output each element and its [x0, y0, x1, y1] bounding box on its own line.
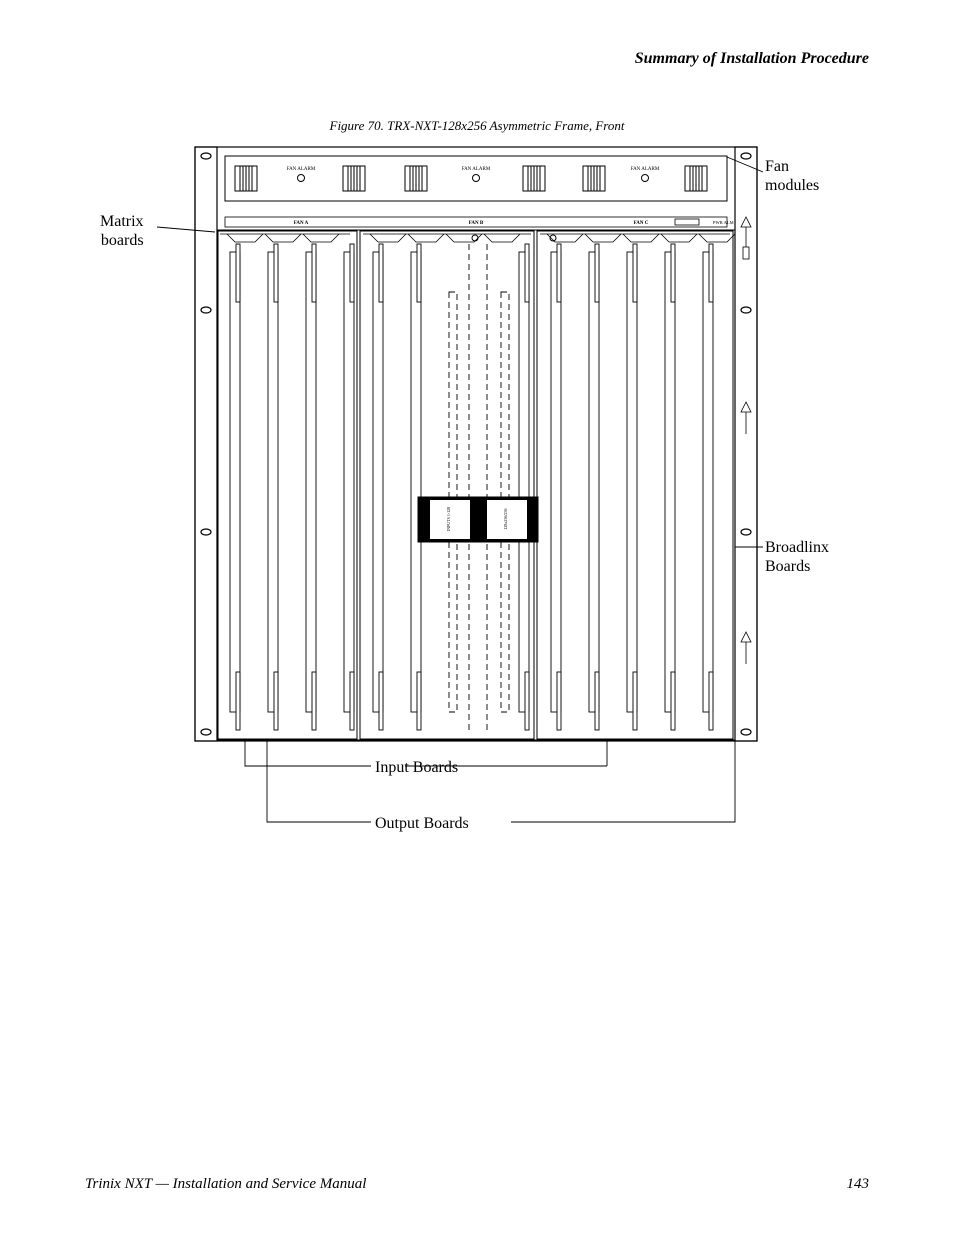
label-fan: Fan modules [765, 157, 819, 195]
footer-page-number: 143 [847, 1176, 870, 1193]
frame-diagram: FAN ALARM FAN ALARM FAN ALARM [85, 142, 869, 862]
svg-text:FAN ALARM: FAN ALARM [631, 167, 660, 172]
footer-left: Trinix NXT — Installation and Service Ma… [85, 1176, 366, 1193]
page-footer: Trinix NXT — Installation and Service Ma… [85, 1176, 869, 1193]
figure-caption: Figure 70. TRX-NXT-128x256 Asymmetric Fr… [85, 118, 869, 134]
label-matrix: Matrix boards [100, 212, 144, 250]
label-input: Input Boards [375, 758, 458, 777]
svg-text:128x256/256: 128x256/256 [503, 508, 508, 529]
label-broadlinx: Broadlinx Boards [765, 538, 829, 576]
label-output: Output Boards [375, 814, 469, 833]
svg-text:FAN ALARM: FAN ALARM [462, 167, 491, 172]
svg-text:FAN A: FAN A [294, 221, 309, 226]
svg-text:PWR ALM: PWR ALM [713, 220, 734, 225]
svg-text:FAN ALARM: FAN ALARM [287, 167, 316, 172]
diagram: Fan modules Matrix boards Broadlinx Boar… [85, 142, 869, 862]
svg-text:FAN B: FAN B [469, 221, 484, 226]
svg-text:FAN C: FAN C [634, 221, 649, 226]
svg-text:INPUTS 1-128: INPUTS 1-128 [446, 507, 451, 531]
page-header: Summary of Installation Procedure [85, 50, 869, 68]
